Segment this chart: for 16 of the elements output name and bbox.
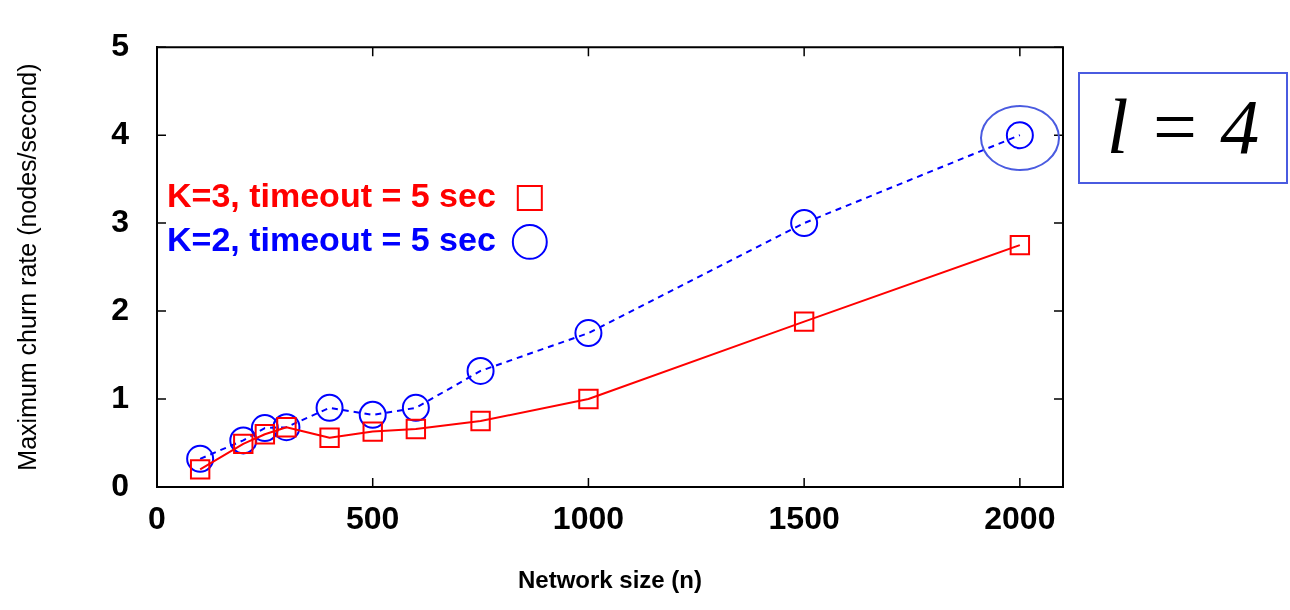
y-axis-title: Maximum churn rate (nodes/second) (12, 63, 41, 471)
x-tick-label: 0 (148, 500, 166, 537)
legend-label: K=3, timeout = 5 sec (167, 176, 496, 215)
y-tick-label: 3 (111, 202, 129, 239)
y-tick-label: 1 (111, 378, 129, 415)
y-tick-label: 4 (111, 114, 130, 151)
y-tick-label: 0 (111, 466, 129, 503)
x-tick-label: 1000 (552, 500, 625, 537)
y-tick-label: 5 (111, 27, 129, 64)
x-axis-title: Network size (n) (517, 566, 703, 594)
y-tick-label: 2 (111, 290, 129, 327)
legend-label: K=2, timeout = 5 sec (167, 220, 496, 259)
text: l = 4 (1078, 72, 1288, 184)
x-tick-label: 1500 (768, 500, 840, 537)
x-tick-label: 2000 (984, 500, 1056, 537)
x-tick-label: 500 (346, 500, 400, 537)
